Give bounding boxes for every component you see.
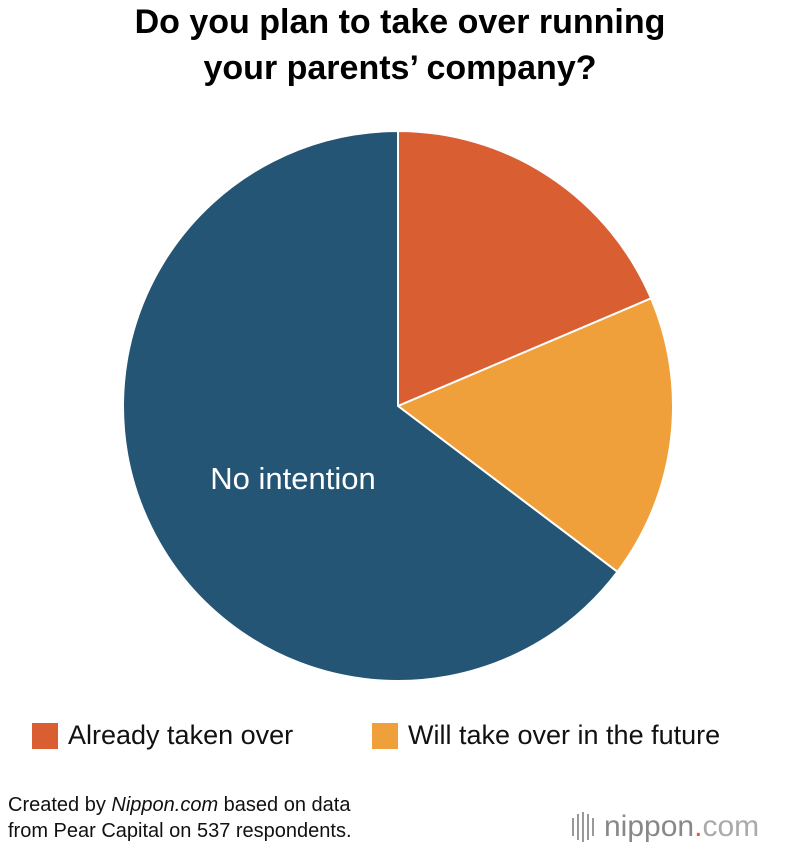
chart-title: Do you plan to take over running bbox=[135, 3, 666, 41]
source-text: from Pear Capital on 537 respondents. bbox=[8, 820, 352, 842]
source-text: Created by bbox=[8, 794, 112, 816]
logo-text: com bbox=[702, 810, 759, 843]
logo: nippon.com bbox=[604, 810, 759, 843]
source: Created by Nippon.com based on data from … bbox=[8, 792, 352, 844]
legend-swatch bbox=[372, 723, 398, 749]
source-text: based on data bbox=[218, 794, 351, 816]
pie-slice bbox=[396, 297, 674, 574]
logo-text: nippon bbox=[604, 810, 694, 843]
logo-icon bbox=[572, 812, 594, 842]
legend-label: Already taken over bbox=[68, 720, 293, 750]
slice-label: No intention bbox=[210, 461, 375, 496]
logo-dot: . bbox=[694, 810, 702, 843]
pie-slice bbox=[122, 129, 619, 682]
legend-label: Will take over in the future bbox=[408, 720, 720, 750]
pie-slice bbox=[397, 129, 653, 408]
chart-title: your parents’ company? bbox=[204, 49, 597, 87]
source-text: Nippon.com bbox=[111, 794, 219, 816]
legend-swatch bbox=[32, 723, 58, 749]
